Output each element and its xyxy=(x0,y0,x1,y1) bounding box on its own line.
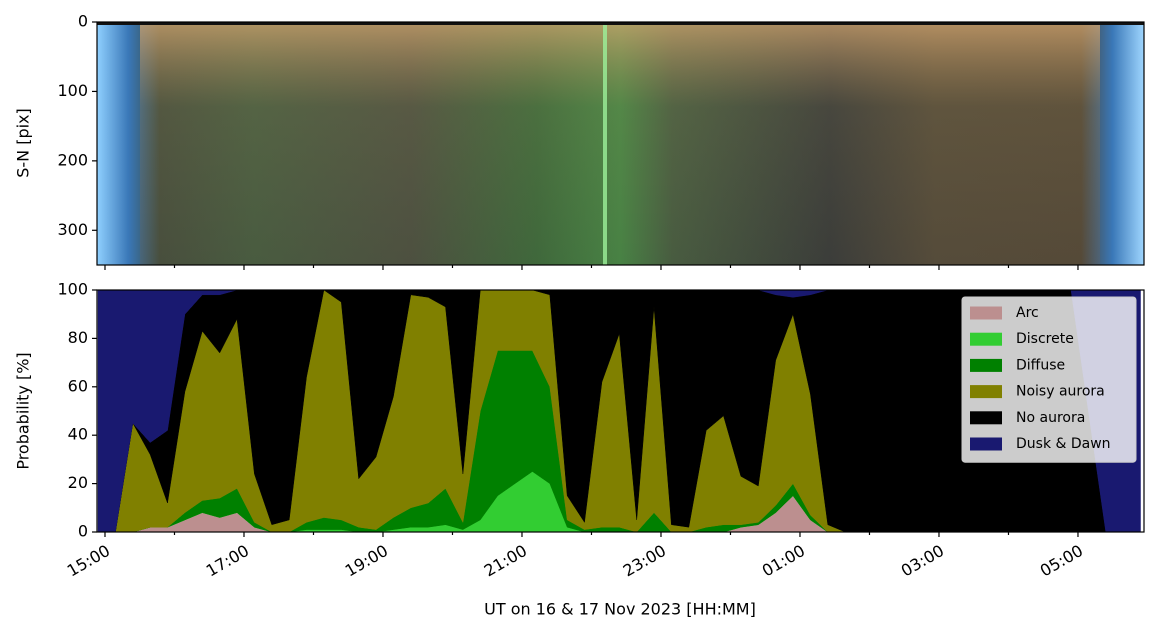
keogram-arc xyxy=(603,22,607,265)
x-axis-label: UT on 16 & 17 Nov 2023 [HH:MM] xyxy=(484,600,756,619)
y-tick-label: 0 xyxy=(78,12,88,31)
legend-swatch xyxy=(970,385,1002,399)
legend-label: Dusk & Dawn xyxy=(1016,436,1111,452)
x-tick-label: 05:00 xyxy=(1037,541,1086,581)
y-tick-label: 80 xyxy=(68,328,88,347)
y-axis-label: Probability [%] xyxy=(14,352,33,469)
legend-swatch xyxy=(970,411,1002,425)
legend-label: Discrete xyxy=(1016,331,1074,347)
y-tick-label: 300 xyxy=(57,220,88,239)
legend-label: No aurora xyxy=(1016,410,1085,426)
y-tick-label: 20 xyxy=(68,473,88,492)
legend-label: Noisy aurora xyxy=(1016,384,1105,400)
x-tick-label: 17:00 xyxy=(203,541,252,581)
legend-swatch xyxy=(970,306,1002,320)
y-tick-label: 60 xyxy=(68,376,88,395)
axes-frame xyxy=(96,289,1145,533)
legend-swatch xyxy=(970,437,1002,451)
legend-swatch xyxy=(970,332,1002,346)
keogram-overlay xyxy=(140,22,1100,265)
legend-label: Diffuse xyxy=(1016,357,1065,373)
legend: Arc Discrete Diffuse Noisy aurora No aurora D… xyxy=(961,296,1137,463)
legend-swatch xyxy=(970,358,1002,372)
y-tick-label: 40 xyxy=(68,425,88,444)
y-axis-label: S-N [pix] xyxy=(14,108,33,178)
y-tick-label: 100 xyxy=(57,280,88,299)
x-tick-label: 15:00 xyxy=(64,541,113,581)
y-tick-label: 200 xyxy=(57,150,88,169)
x-tick-label: 21:00 xyxy=(481,541,530,581)
x-tick-label: 03:00 xyxy=(898,541,947,581)
keogram-edge xyxy=(97,22,1144,25)
keogram xyxy=(96,21,1145,266)
x-tick-label: 19:00 xyxy=(342,541,391,581)
legend-label: Arc xyxy=(1016,305,1039,321)
axes-frame xyxy=(96,21,1145,266)
y-tick-label: 100 xyxy=(57,81,88,100)
legend-box xyxy=(961,296,1137,463)
y-tick-label: 0 xyxy=(78,522,88,541)
x-tick-label: 01:00 xyxy=(759,541,808,581)
x-tick-label: 23:00 xyxy=(620,541,669,581)
